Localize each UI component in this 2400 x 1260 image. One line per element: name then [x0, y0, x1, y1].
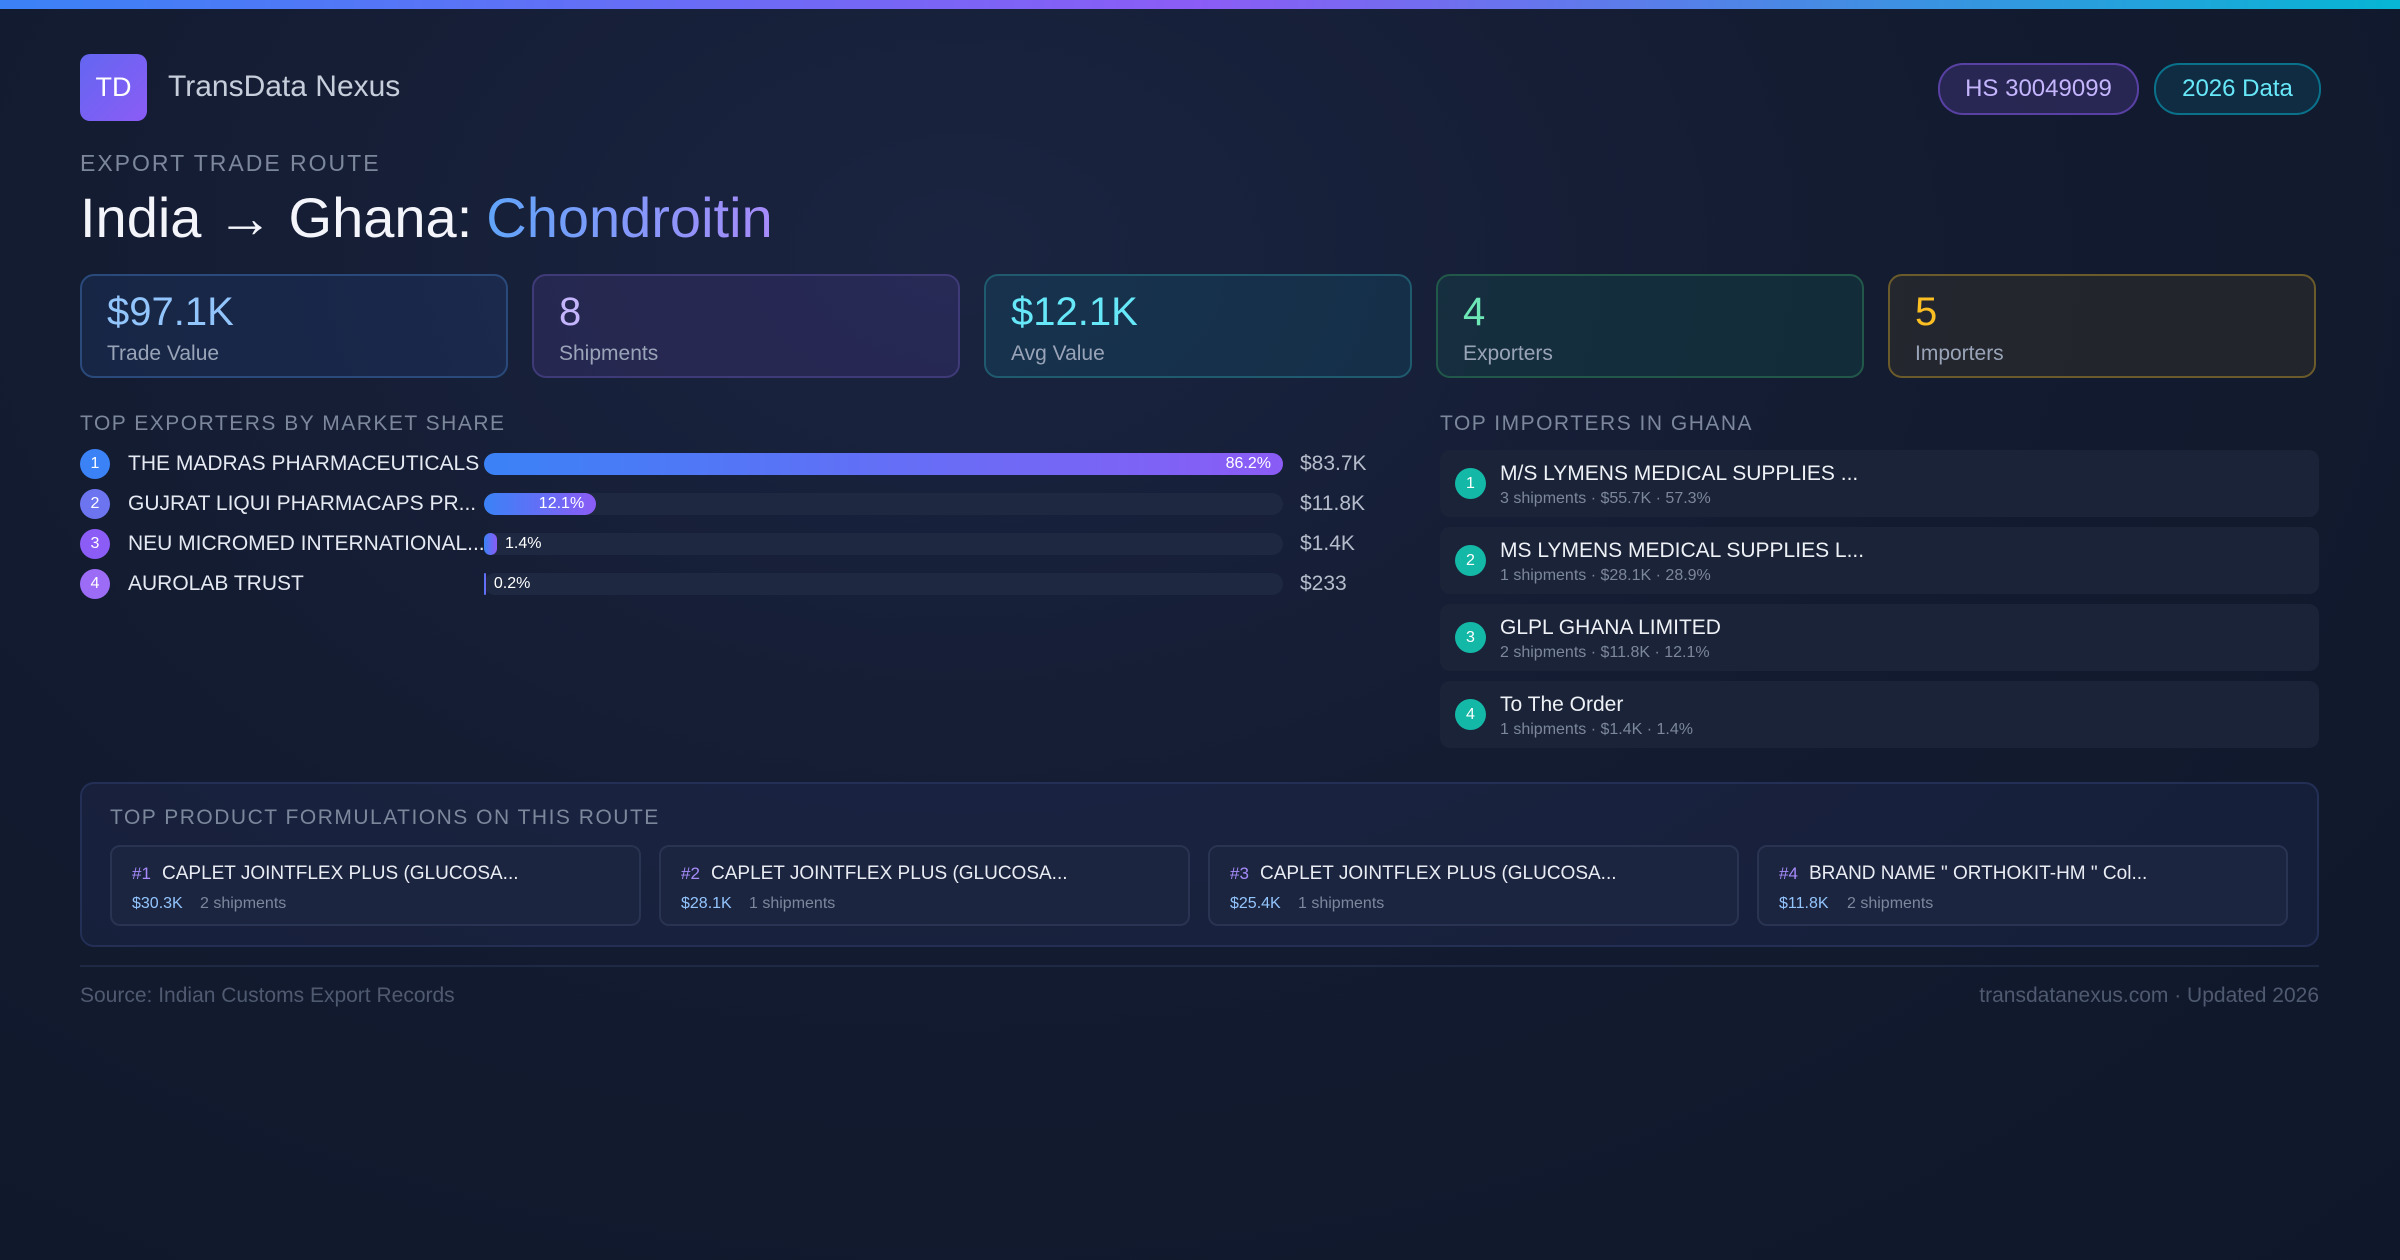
share-track: 1.4% — [484, 533, 1283, 555]
product-value: $11.8K — [1779, 895, 1829, 912]
product-name: CAPLET JOINTFLEX PLUS (GLUCOSA... — [1260, 863, 1617, 884]
share-label: 12.1% — [538, 495, 585, 512]
share-bar — [484, 533, 497, 555]
brand-name: TransData Nexus — [168, 70, 401, 103]
exporter-value: $1.4K — [1300, 532, 1355, 555]
exporter-value: $83.7K — [1300, 452, 1367, 475]
importer-rank: 2 — [1455, 545, 1486, 576]
share-track: 12.1% — [484, 493, 1283, 515]
product-rank: #3 — [1230, 864, 1249, 883]
exporter-rank: 2 — [80, 489, 110, 519]
exporter-value: $233 — [1300, 572, 1347, 595]
importer-detail: 1 shipments · $1.4K · 1.4% — [1500, 721, 1693, 738]
route-product: Chondroitin — [486, 186, 773, 249]
stat-label: Importers — [1915, 342, 2004, 365]
stat-label: Avg Value — [1011, 342, 1105, 365]
importer-card: 4 To The Order 1 shipments · $1.4K · 1.4% — [1440, 681, 2319, 748]
exporter-rank: 1 — [80, 449, 110, 479]
stat-card: $97.1K Trade Value — [80, 274, 508, 378]
importer-card: 3 GLPL GHANA LIMITED 2 shipments · $11.8K … — [1440, 604, 2319, 671]
product-rank: #1 — [132, 864, 151, 883]
stat-card: $12.1K Avg Value — [984, 274, 1412, 378]
exporter-name: AUROLAB TRUST — [128, 572, 304, 595]
importer-name: To The Order — [1500, 693, 1624, 716]
route-title: India → Ghana: Chondroitin — [80, 185, 773, 250]
logo: TD — [80, 54, 147, 121]
product-shipments: 1 shipments — [1298, 895, 1385, 912]
section-heading: TOP IMPORTERS IN GHANA — [1440, 412, 1754, 435]
product-rank: #2 — [681, 864, 700, 883]
stat-card: 5 Importers — [1888, 274, 2316, 378]
exporter-value: $11.8K — [1300, 492, 1365, 515]
eyebrow: EXPORT TRADE ROUTE — [80, 150, 381, 176]
exporter-name: NEU MICROMED INTERNATIONAL... — [128, 532, 485, 555]
top-accent — [0, 0, 2400, 9]
product-rank: #4 — [1779, 864, 1798, 883]
importer-name: MS LYMENS MEDICAL SUPPLIES L... — [1500, 539, 1865, 562]
exporter-name: THE MADRAS PHARMACEUTICALS — [128, 452, 480, 475]
importer-name: GLPL GHANA LIMITED — [1500, 616, 1721, 639]
stat-value: 4 — [1463, 290, 1486, 334]
importer-detail: 3 shipments · $55.7K · 57.3% — [1500, 490, 1711, 507]
share-bar — [484, 573, 486, 595]
route-countries: India → Ghana: — [80, 186, 473, 249]
product-name: BRAND NAME " ORTHOKIT-HM " Col... — [1809, 863, 2148, 884]
product-name: CAPLET JOINTFLEX PLUS (GLUCOSA... — [711, 863, 1068, 884]
stat-card: 8 Shipments — [532, 274, 960, 378]
stat-label: Exporters — [1463, 342, 1553, 365]
importer-card: 2 MS LYMENS MEDICAL SUPPLIES L... 1 shipme… — [1440, 527, 2319, 594]
section-heading: TOP PRODUCT FORMULATIONS ON THIS ROUTE — [110, 806, 660, 829]
stat-card: 4 Exporters — [1436, 274, 1864, 378]
product-shipments: 2 shipments — [1847, 895, 1934, 912]
product-card: #3 CAPLET JOINTFLEX PLUS (GLUCOSA... $25.4… — [1208, 845, 1739, 926]
exporter-name: GUJRAT LIQUI PHARMACAPS PR... — [128, 492, 477, 515]
importer-detail: 2 shipments · $11.8K · 12.1% — [1500, 644, 1710, 661]
product-card: #1 CAPLET JOINTFLEX PLUS (GLUCOSA... $30.3… — [110, 845, 641, 926]
stat-value: 8 — [559, 290, 582, 334]
share-bar — [484, 453, 1283, 475]
importer-detail: 1 shipments · $28.1K · 28.9% — [1500, 567, 1711, 584]
product-value: $30.3K — [132, 895, 183, 912]
footer-source: Source: Indian Customs Export Records — [80, 984, 455, 1007]
share-track: 0.2% — [484, 573, 1283, 595]
footer-divider — [80, 965, 2319, 967]
stat-value: 5 — [1915, 290, 1938, 334]
product-value: $25.4K — [1230, 895, 1281, 912]
product-card: #2 CAPLET JOINTFLEX PLUS (GLUCOSA... $28.1… — [659, 845, 1190, 926]
share-label: 1.4% — [504, 535, 542, 552]
exporter-rank: 4 — [80, 569, 110, 599]
stat-value: $12.1K — [1011, 290, 1138, 334]
importer-name: M/S LYMENS MEDICAL SUPPLIES ... — [1500, 462, 1859, 485]
stat-label: Shipments — [559, 342, 659, 365]
importer-rank: 1 — [1455, 468, 1486, 499]
share-label: 86.2% — [1225, 455, 1271, 472]
product-card: #4 BRAND NAME " ORTHOKIT-HM " Col... $11.8… — [1757, 845, 2288, 926]
footer-site: transdatanexus.com · Updated 2026 — [1979, 984, 2319, 1007]
share-track: 86.2% — [484, 453, 1283, 475]
badge: HS 30049099 — [1938, 63, 2139, 115]
badge: 2026 Data — [2154, 63, 2321, 115]
exporter-rank: 3 — [80, 529, 110, 559]
product-name: CAPLET JOINTFLEX PLUS (GLUCOSA... — [162, 863, 519, 884]
stat-label: Trade Value — [107, 342, 220, 365]
section-heading: TOP EXPORTERS BY MARKET SHARE — [80, 412, 506, 435]
importer-rank: 4 — [1455, 699, 1486, 730]
product-value: $28.1K — [681, 895, 732, 912]
importer-card: 1 M/S LYMENS MEDICAL SUPPLIES ... 3 shipme… — [1440, 450, 2319, 517]
share-bar — [484, 493, 597, 515]
stat-value: $97.1K — [107, 290, 234, 334]
importer-rank: 3 — [1455, 622, 1486, 653]
share-label: 0.2% — [493, 575, 531, 592]
product-shipments: 1 shipments — [749, 895, 836, 912]
product-shipments: 2 shipments — [200, 895, 287, 912]
